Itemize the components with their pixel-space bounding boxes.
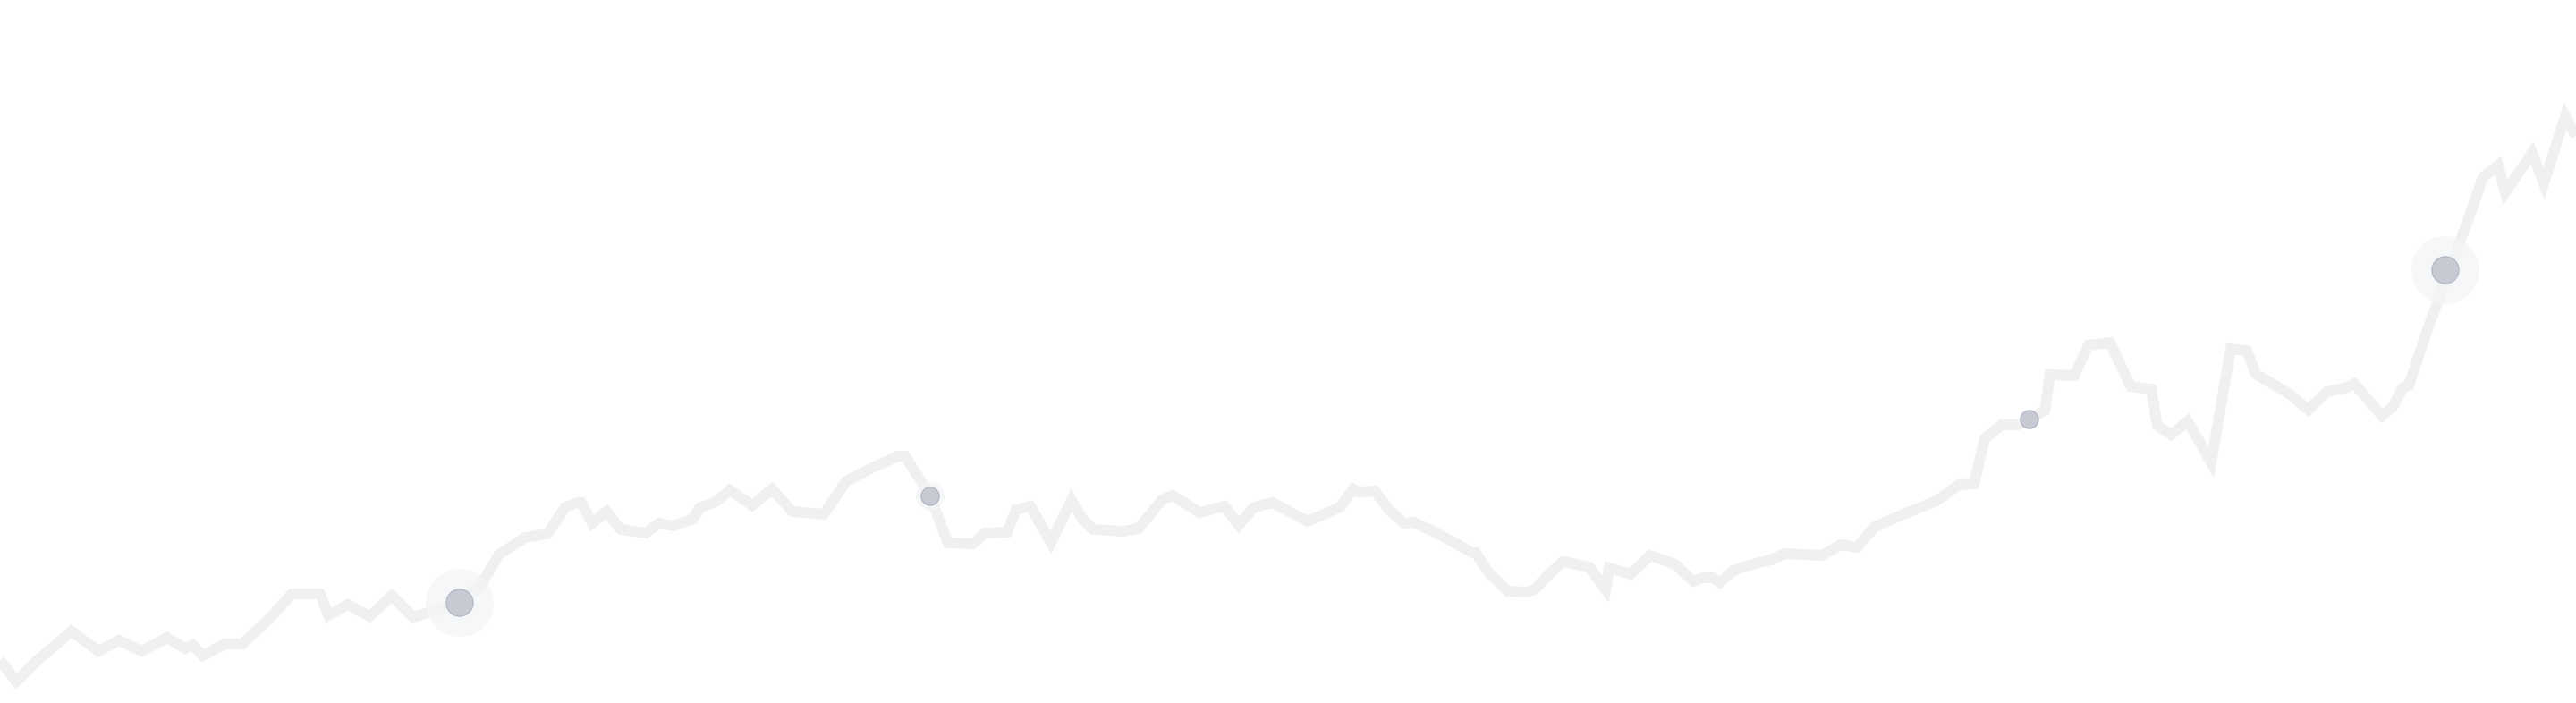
- highlight-point-1: [916, 482, 945, 511]
- marker-layer: [426, 236, 2479, 637]
- highlight-point-2: [2020, 410, 2039, 429]
- highlight-point-0: [426, 569, 494, 637]
- highlight-dot: [2431, 256, 2460, 284]
- series-layer: [0, 102, 2576, 690]
- series-line-0: [0, 102, 2576, 690]
- highlight-dot: [920, 487, 940, 506]
- highlight-dot: [445, 589, 474, 617]
- highlight-point-3: [2411, 236, 2479, 304]
- highlight-dot: [2020, 410, 2039, 429]
